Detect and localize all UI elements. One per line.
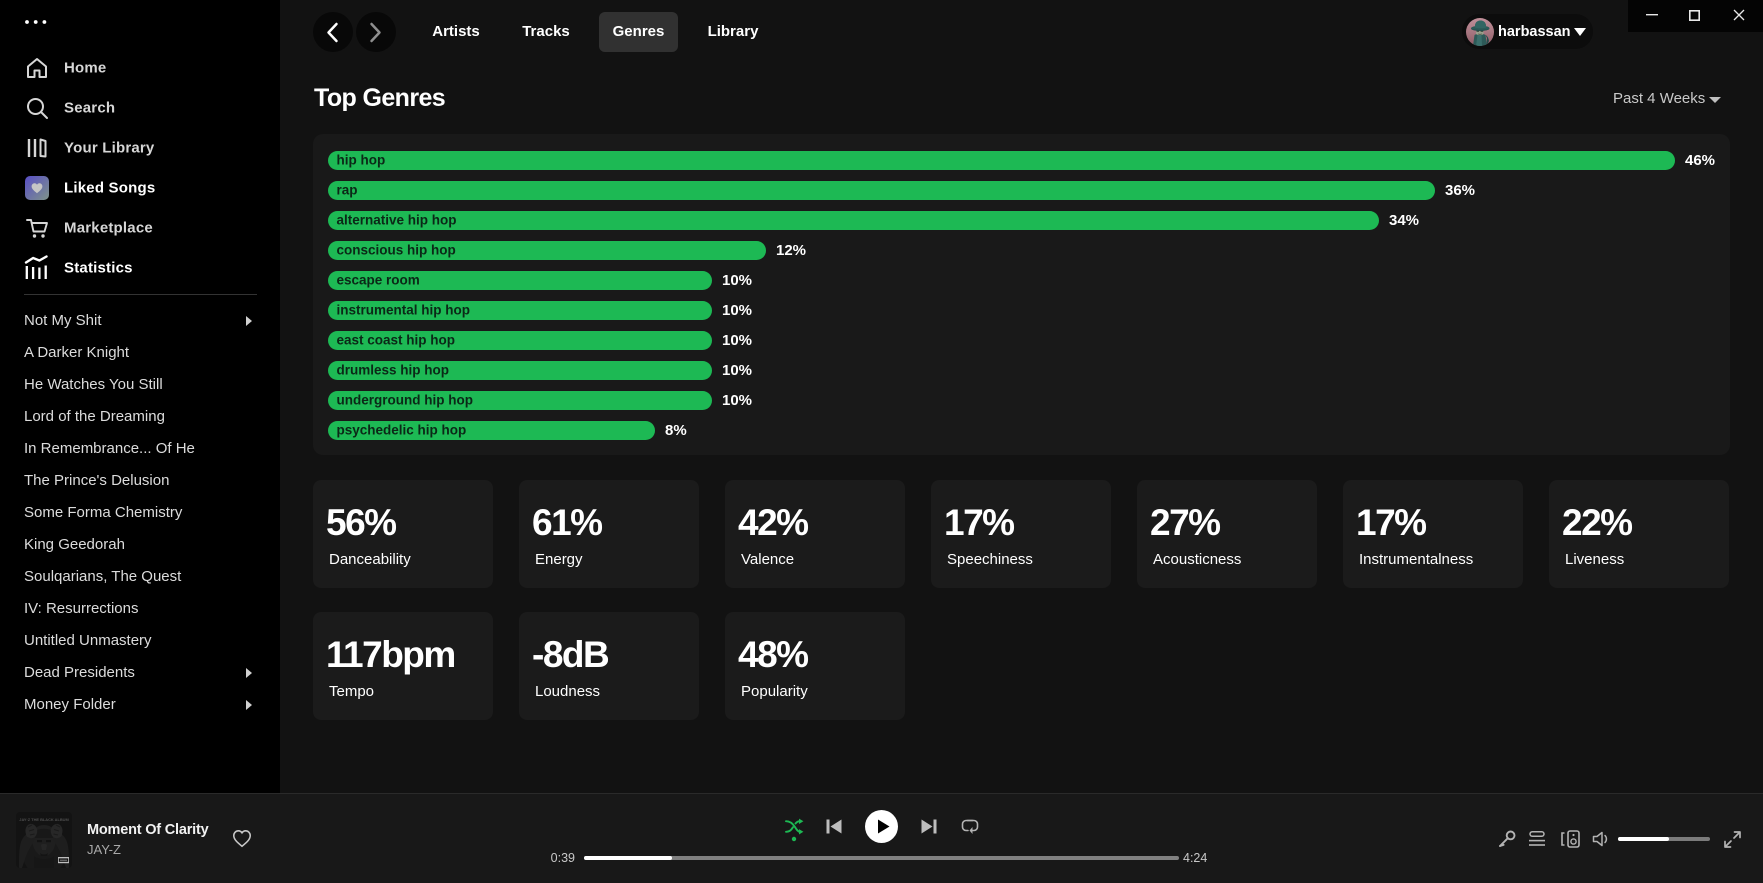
svg-text:JAY·Z THE BLACK ALBUM: JAY·Z THE BLACK ALBUM (19, 817, 68, 822)
